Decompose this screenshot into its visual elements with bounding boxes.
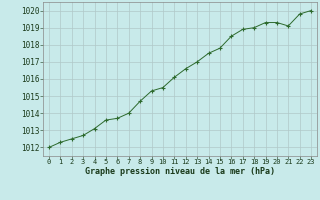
X-axis label: Graphe pression niveau de la mer (hPa): Graphe pression niveau de la mer (hPa) (85, 167, 275, 176)
